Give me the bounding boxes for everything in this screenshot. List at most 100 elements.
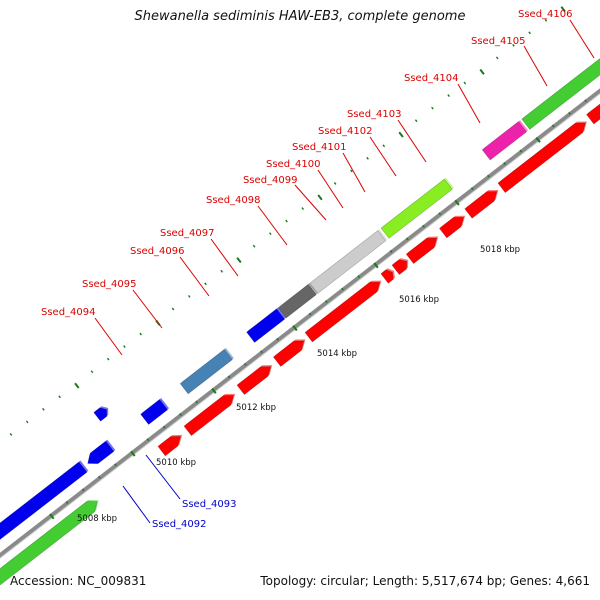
inner-tick	[98, 475, 101, 479]
gene-label-ssed-4103: Ssed_4103	[347, 109, 402, 120]
outer-tick	[139, 332, 142, 336]
outer-tick	[333, 182, 337, 185]
gene-label-ssed-4099: Ssed_4099	[243, 175, 298, 186]
outer-tick	[204, 282, 207, 286]
gene-fwd-k	[497, 122, 586, 194]
gene-ssed-4094	[140, 399, 168, 425]
inner-tick	[243, 362, 247, 366]
leader-ssed-4095	[132, 289, 163, 329]
tick-marks-outer	[9, 6, 566, 436]
inner-tick	[422, 224, 425, 228]
backbone-line	[0, 88, 600, 558]
inner-tick	[130, 450, 136, 457]
leader-ssed-4098	[257, 205, 288, 246]
gene-ssed-4092	[0, 501, 98, 586]
outer-tick	[431, 106, 434, 110]
outer-tick	[528, 31, 531, 35]
leader-ssed-4103	[397, 119, 427, 163]
gene-ssed-4100	[380, 178, 453, 239]
gene-fwd-d	[272, 340, 305, 367]
backbone-line-inner	[0, 93, 600, 559]
outer-tick	[106, 357, 110, 361]
tick-label-5018: 5018 kbp	[480, 245, 520, 255]
outer-tick	[236, 257, 242, 264]
gene-label-ssed-4100: Ssed_4100	[266, 159, 321, 170]
gene-label-ssed-4105: Ssed_4105	[471, 36, 526, 47]
gene-ssed-4095	[179, 348, 233, 395]
outer-tick	[220, 269, 224, 273]
gene-label-ssed-4094: Ssed_4094	[41, 307, 96, 318]
gene-fwd-j	[464, 191, 498, 219]
leader-ssed-4096	[179, 256, 210, 297]
gene-fwd-l	[586, 103, 600, 125]
outer-tick	[42, 407, 45, 411]
gene-outer-blue-a	[0, 461, 88, 540]
outer-tick	[382, 144, 386, 148]
inner-tick	[325, 300, 328, 304]
leader-ssed-4097	[210, 238, 239, 277]
inner-tick	[292, 325, 298, 332]
inner-tick	[406, 237, 409, 241]
tick-label-5010: 5010 kbp	[156, 458, 196, 468]
gene-ssed-4096	[246, 308, 286, 343]
inner-tick	[341, 287, 344, 291]
gene-ssed-4098	[309, 230, 387, 294]
gene-features	[0, 58, 600, 586]
outer-tick	[560, 6, 566, 13]
outer-tick	[463, 81, 467, 85]
outer-tick	[414, 119, 418, 123]
outer-tick	[25, 420, 29, 424]
inner-tick	[535, 136, 541, 143]
inner-tick	[454, 199, 460, 206]
leader-ssed-4093	[145, 454, 181, 500]
outer-tick	[350, 169, 353, 173]
accession-text: Accession: NC_009831	[10, 574, 147, 588]
inner-tick	[276, 337, 280, 341]
inner-tick	[357, 275, 361, 278]
outer-tick	[90, 370, 94, 374]
inner-tick	[260, 350, 263, 354]
gene-fwd-b	[183, 395, 234, 437]
gene-label-ssed-4104: Ssed_4104	[404, 73, 459, 84]
gene-small-blue	[93, 407, 108, 422]
gene-label-ssed-4095: Ssed_4095	[82, 279, 137, 290]
leader-ssed-4099	[294, 184, 327, 221]
inner-tick	[568, 111, 571, 115]
inner-tick	[65, 501, 69, 504]
outer-tick	[123, 345, 126, 349]
inner-tick	[308, 312, 312, 316]
inner-tick	[551, 124, 555, 128]
outer-tick	[447, 94, 450, 97]
leader-ssed-4104	[457, 83, 481, 124]
outer-tick	[171, 307, 175, 311]
inner-tick	[179, 413, 182, 417]
outer-tick	[544, 18, 548, 22]
inner-tick	[584, 99, 587, 103]
inner-tick	[146, 438, 150, 442]
gene-label-ssed-4093: Ssed_4093	[182, 499, 237, 510]
outer-tick	[269, 232, 272, 236]
inner-tick	[162, 425, 166, 429]
outer-tick	[398, 131, 404, 138]
tick-label-5008: 5008 kbp	[77, 514, 117, 524]
outer-tick	[317, 194, 323, 201]
gene-ssed-4093	[87, 440, 115, 464]
genome-summary-text: Topology: circular; Length: 5,517,674 bp…	[260, 574, 590, 588]
inner-tick	[227, 375, 231, 379]
gene-ssed-4104	[521, 58, 600, 130]
leader-ssed-4092	[122, 485, 151, 524]
inner-tick	[389, 250, 393, 253]
outer-tick	[187, 294, 191, 298]
inner-tick	[470, 187, 474, 191]
outer-tick	[512, 43, 515, 47]
outer-tick	[301, 207, 305, 210]
tick-label-5012: 5012 kbp	[236, 403, 276, 413]
gene-fwd-f	[380, 269, 394, 284]
gene-label-ssed-4101: Ssed_4101	[292, 142, 347, 153]
gene-label-ssed-4097: Ssed_4097	[160, 228, 215, 239]
tick-label-5016: 5016 kbp	[399, 295, 439, 305]
gene-fwd-i	[438, 216, 465, 239]
inner-tick	[195, 400, 198, 404]
inner-tick	[438, 212, 442, 216]
